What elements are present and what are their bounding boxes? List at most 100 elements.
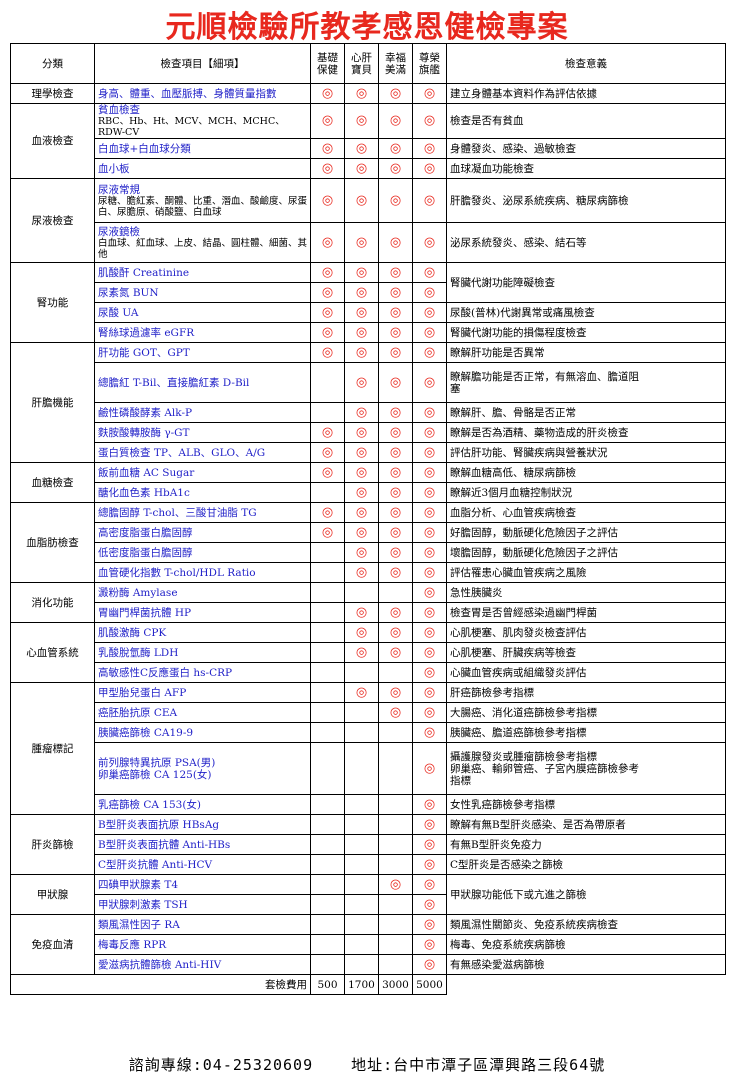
- meaning-text: 尿酸(普林)代謝異常或痛風檢查: [450, 306, 595, 319]
- item-cell: 尿液常規 尿糖、膽紅素、酮體、比重、潛血、酸鹼度、尿蛋白、尿膽原、硝酸鹽、白血球: [94, 178, 311, 223]
- meaning-cell: 類風濕性關節炎、免疫系統疾病檢查: [446, 914, 726, 935]
- included-mark-icon: ◎: [355, 444, 368, 460]
- included-mark-icon: ◎: [355, 85, 368, 101]
- meaning-cell: 血脂分析、心血管疾病檢查: [446, 502, 726, 523]
- package-happiness-cell: [378, 934, 413, 955]
- included-mark-icon: ◎: [355, 604, 368, 620]
- package-flagship-cell: ◎: [412, 834, 447, 855]
- package-heart-liver-cell: ◎: [344, 178, 379, 223]
- package-basic-cell: ◎: [310, 138, 345, 159]
- meaning-cell: 瞭解肝、膽、骨骼是否正常: [446, 402, 726, 423]
- package-basic-cell: [310, 934, 345, 955]
- item-name: 尿酸 UA: [98, 306, 139, 319]
- table-row: 麩胺酸轉胺酶 γ-GT ◎ ◎ ◎ ◎ 瞭解是否為酒精、藥物造成的肝炎檢查: [11, 422, 726, 443]
- package-happiness-cell: [378, 582, 413, 603]
- meaning-cell: 大腸癌、消化道癌篩檢參考指標: [446, 702, 726, 723]
- meaning-cell: 急性胰臟炎: [446, 582, 726, 603]
- item-cell: 麩胺酸轉胺酶 γ-GT: [94, 422, 311, 443]
- meaning-text: 瞭解近3個月血糖控制狀況: [450, 486, 573, 499]
- item-name: 尿素氮 BUN: [98, 286, 159, 299]
- included-mark-icon: ◎: [423, 192, 436, 208]
- item-name: 總膽紅 T-Bil、直接膽紅素 D-Bil: [98, 376, 250, 389]
- package-happiness-cell: ◎: [378, 562, 413, 583]
- header-package-heart-liver: 心肝 寶貝: [344, 43, 379, 84]
- item-cell: 白血球+白血球分類: [94, 138, 311, 159]
- table-row: 心血管系統 肌酸激酶 CPK ◎ ◎ ◎ 心肌梗塞、肌肉發炎檢查評估: [10, 622, 726, 683]
- meaning-text: 卵巢癌、輸卵管癌、子宮內膜癌篩檢參考: [450, 762, 639, 775]
- item-name: 高敏感性C反應蛋白 hs-CRP: [98, 666, 233, 679]
- included-mark-icon: ◎: [355, 234, 368, 250]
- package-basic-cell: [310, 402, 345, 423]
- included-mark-icon: ◎: [321, 284, 334, 300]
- included-mark-icon: ◎: [355, 304, 368, 320]
- table-row: 肝炎篩檢 B型肝炎表面抗原 HBsAg ◎ 瞭解有無B型肝炎感染、是否為帶原者: [10, 814, 726, 875]
- item-name: 胃幽門桿菌抗體 HP: [98, 606, 192, 619]
- meaning-cell: 瞭解肝功能是否異常: [446, 342, 726, 363]
- included-mark-icon: ◎: [355, 140, 368, 156]
- included-mark-icon: ◎: [321, 504, 334, 520]
- item-name: 醣化血色素 HbA1c: [98, 486, 190, 499]
- package-flagship-cell: ◎: [412, 138, 447, 159]
- item-name: 低密度脂蛋白膽固醇: [98, 546, 193, 559]
- category-cell: 血液檢查: [10, 103, 95, 179]
- included-mark-icon: ◎: [389, 324, 402, 340]
- package-flagship-cell: ◎: [412, 722, 447, 743]
- meaning-cell: 肝癌篩檢參考指標: [446, 682, 726, 703]
- included-mark-icon: ◎: [423, 724, 436, 740]
- meaning-text: 瞭解肝、膽、骨骼是否正常: [450, 406, 576, 419]
- included-mark-icon: ◎: [423, 816, 436, 832]
- included-mark-icon: ◎: [423, 304, 436, 320]
- item-name: 肌酸激酶 CPK: [98, 626, 167, 639]
- item-cell: 胃幽門桿菌抗體 HP: [94, 602, 311, 623]
- included-mark-icon: ◎: [355, 424, 368, 440]
- package-happiness-cell: ◎: [378, 138, 413, 159]
- category-cell: 肝炎篩檢: [10, 814, 95, 875]
- item-name: 乳酸脫氫酶 LDH: [98, 646, 179, 659]
- package-flagship-cell: ◎: [412, 954, 447, 975]
- meaning-cell: 身體發炎、感染、過敏檢查: [446, 138, 726, 159]
- item-name: 血管硬化指數 T-chol/HDL Ratio: [98, 566, 256, 579]
- package-heart-liver-cell: ◎: [344, 682, 379, 703]
- package-happiness-cell: [378, 794, 413, 815]
- package-flagship-cell: ◎: [412, 914, 447, 935]
- meaning-text: 檢查胃是否曾經感染過幽門桿菌: [450, 606, 597, 619]
- item-name: 飯前血糖 AC Sugar: [98, 466, 195, 479]
- included-mark-icon: ◎: [355, 504, 368, 520]
- package-happiness-cell: ◎: [378, 178, 413, 223]
- meaning-text: 瞭解血糖高低、糖尿病篩檢: [450, 466, 576, 479]
- package-heart-liver-cell: ◎: [344, 282, 379, 303]
- package-flagship-cell: ◎: [412, 83, 447, 104]
- included-mark-icon: ◎: [389, 304, 402, 320]
- item-cell: 四碘甲狀腺素 T4: [94, 874, 311, 895]
- package-happiness-cell: ◎: [378, 462, 413, 483]
- package-happiness-cell: ◎: [378, 302, 413, 323]
- included-mark-icon: ◎: [389, 264, 402, 280]
- package-happiness-cell: ◎: [378, 702, 413, 723]
- meaning-text: 建立身體基本資料作為評估依據: [450, 87, 597, 100]
- package-heart-liver-cell: [344, 702, 379, 723]
- item-cell: 高密度脂蛋白膽固醇: [94, 522, 311, 543]
- meaning-text: 好膽固醇，動脈硬化危險因子之評估: [450, 526, 618, 539]
- included-mark-icon: ◎: [423, 484, 436, 500]
- included-mark-icon: ◎: [389, 484, 402, 500]
- package-heart-liver-cell: [344, 914, 379, 935]
- item-cell: 肝功能 GOT、GPT: [94, 342, 311, 363]
- package-basic-cell: ◎: [310, 322, 345, 343]
- package-flagship-cell: ◎: [412, 742, 447, 795]
- package-happiness-cell: [378, 834, 413, 855]
- package-happiness-cell: [378, 914, 413, 935]
- item-cell: 高敏感性C反應蛋白 hs-CRP: [94, 662, 311, 683]
- item-cell: 尿液鏡檢 白血球、紅血球、上皮、結晶、圓柱體、細菌、其他: [94, 222, 311, 263]
- included-mark-icon: ◎: [355, 564, 368, 580]
- meaning-text: 肝膽發炎、泌尿系統疾病、糖尿病篩檢: [450, 194, 629, 207]
- item-cell: C型肝炎抗體 Anti-HCV: [94, 854, 311, 875]
- meaning-text: 有無B型肝炎免疫力: [450, 838, 542, 851]
- package-heart-liver-cell: [344, 662, 379, 683]
- meaning-cell: 評估肝功能、腎臟疾病與營養狀況: [446, 442, 726, 463]
- package-heart-liver-cell: ◎: [344, 302, 379, 323]
- package-happiness-cell: ◎: [378, 342, 413, 363]
- meaning-text: 身體發炎、感染、過敏檢查: [450, 142, 576, 155]
- item-name: 蛋白質檢查 TP、ALB、GLO、A/G: [98, 446, 266, 459]
- item-name: 白血球+白血球分類: [98, 142, 191, 155]
- item-cell: 醣化血色素 HbA1c: [94, 482, 311, 503]
